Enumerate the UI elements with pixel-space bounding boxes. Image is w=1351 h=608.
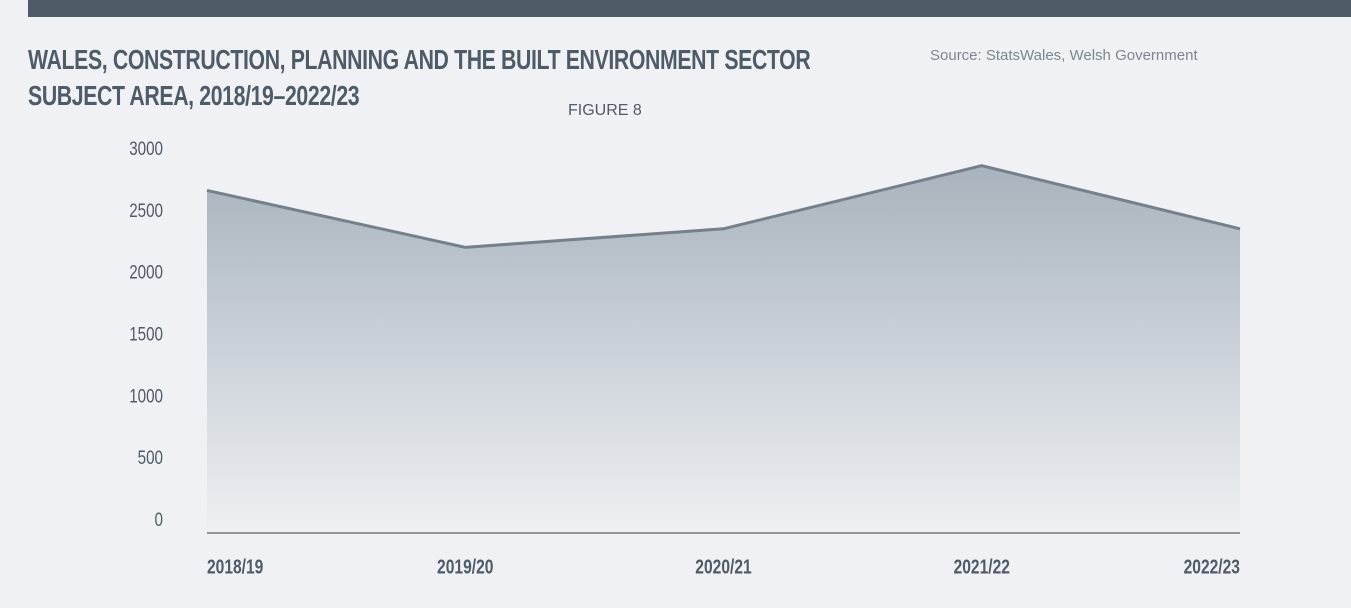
area xyxy=(207,165,1240,533)
y-tick-label: 3000 xyxy=(129,137,163,159)
y-tick-label: 500 xyxy=(138,447,163,469)
x-tick-label: 2018/19 xyxy=(207,555,263,577)
x-tick-label: 2019/20 xyxy=(437,555,493,577)
y-tick-label: 2500 xyxy=(129,199,163,221)
line xyxy=(206,164,1241,249)
y-tick-label: 0 xyxy=(155,508,163,530)
x-tick-label: 2022/23 xyxy=(1184,555,1240,577)
x-tick-label: 2021/22 xyxy=(954,555,1010,577)
y-tick-label: 1000 xyxy=(129,385,163,407)
y-tick-label: 2000 xyxy=(129,261,163,283)
source: Source: StatsWales, Welsh Government xyxy=(930,47,1198,64)
x-tick-label: 2020/21 xyxy=(695,555,751,577)
y-tick-label: 1500 xyxy=(129,323,163,345)
figure-label: FIGURE 8 xyxy=(568,102,642,119)
top-bar xyxy=(28,0,1351,17)
chart-title: WALES, CONSTRUCTION, PLANNING AND THE BU… xyxy=(28,44,811,111)
